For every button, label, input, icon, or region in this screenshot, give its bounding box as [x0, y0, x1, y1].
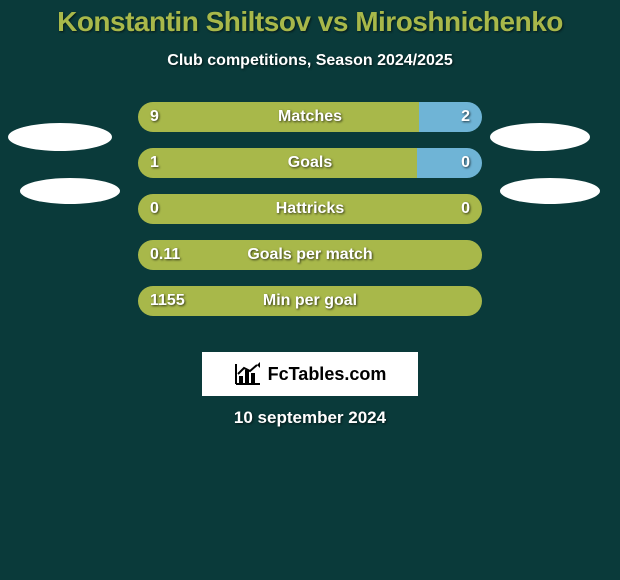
logo-text: FcTables.com	[268, 364, 387, 385]
bar-chart-icon	[234, 362, 262, 386]
logo-box: FcTables.com	[202, 352, 418, 396]
stat-label: Goals per match	[138, 240, 482, 270]
date-label: 10 september 2024	[0, 408, 620, 428]
stat-label: Matches	[138, 102, 482, 132]
page-title: Konstantin Shiltsov vs Miroshnichenko	[0, 0, 620, 38]
stat-label: Min per goal	[138, 286, 482, 316]
subtitle: Club competitions, Season 2024/2025	[0, 52, 620, 70]
decorative-ellipse	[490, 123, 590, 151]
decorative-ellipse	[500, 178, 600, 204]
stat-label: Goals	[138, 148, 482, 178]
stat-row: 10Goals	[0, 148, 620, 178]
decorative-ellipse	[8, 123, 112, 151]
stat-label: Hattricks	[138, 194, 482, 224]
stat-row: 0.11Goals per match	[0, 240, 620, 270]
decorative-ellipse	[20, 178, 120, 204]
stat-row: 1155Min per goal	[0, 286, 620, 316]
